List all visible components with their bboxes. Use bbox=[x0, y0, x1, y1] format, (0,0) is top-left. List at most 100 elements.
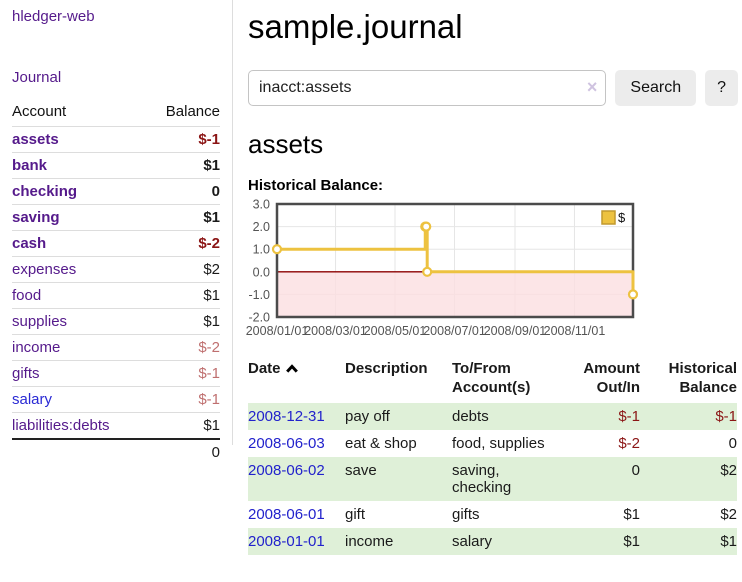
register-accounts: debts bbox=[452, 408, 489, 425]
account-row: cash $-2 bbox=[12, 230, 220, 257]
register-description: save bbox=[345, 462, 377, 479]
account-balance: $-2 bbox=[145, 230, 220, 257]
clear-search-icon[interactable]: × bbox=[586, 77, 598, 97]
account-balance-table: Account Balance assets $-1 bank $1 check… bbox=[12, 101, 220, 465]
register-amount: $1 bbox=[623, 506, 640, 523]
account-row: checking 0 bbox=[12, 178, 220, 205]
register-date-link[interactable]: 2008-01-01 bbox=[248, 533, 325, 550]
search-form: × Search ? bbox=[248, 70, 738, 106]
svg-text:2008/09/01: 2008/09/01 bbox=[484, 324, 547, 338]
account-row: gifts $-1 bbox=[12, 360, 220, 387]
account-balance: $-1 bbox=[145, 386, 220, 413]
register-accounts: food, supplies bbox=[452, 435, 545, 452]
date-sort-header[interactable]: Date bbox=[248, 357, 345, 403]
search-button[interactable]: Search bbox=[615, 70, 697, 106]
account-row: assets $-1 bbox=[12, 126, 220, 153]
balance-column-header: Balance bbox=[165, 103, 220, 120]
account-row: bank $1 bbox=[12, 152, 220, 179]
table-row: 2008-01-01 income salary $1 $1 bbox=[248, 528, 737, 555]
account-balance: $1 bbox=[145, 308, 220, 335]
account-link-checking[interactable]: checking bbox=[12, 183, 78, 200]
account-column-header: Account bbox=[12, 103, 67, 120]
help-button[interactable]: ? bbox=[705, 70, 738, 106]
register-accounts: saving, checking bbox=[452, 462, 512, 496]
svg-text:2008/11/01: 2008/11/01 bbox=[544, 324, 606, 338]
register-description: eat & shop bbox=[345, 435, 417, 452]
register-description: pay off bbox=[345, 408, 390, 425]
svg-text:0.0: 0.0 bbox=[253, 265, 270, 279]
account-link-supplies[interactable]: supplies bbox=[12, 313, 68, 330]
svg-text:-2.0: -2.0 bbox=[248, 311, 270, 325]
register-table: Date Description To/From Account(s) Amoun… bbox=[248, 357, 737, 555]
register-balance: $2 bbox=[720, 462, 737, 479]
register-amount: $-2 bbox=[618, 435, 640, 452]
accounts-header: To/From Account(s) bbox=[452, 360, 531, 396]
account-link-expenses[interactable]: expenses bbox=[12, 261, 77, 278]
register-header-row: Date Description To/From Account(s) Amoun… bbox=[248, 357, 737, 403]
register-balance: $1 bbox=[720, 533, 737, 550]
account-link-assets[interactable]: assets bbox=[12, 131, 59, 148]
register-amount: $-1 bbox=[618, 408, 640, 425]
account-balance: $-1 bbox=[145, 360, 220, 387]
account-link-liabilities-debts[interactable]: liabilities:debts bbox=[12, 417, 110, 434]
register-date-link[interactable]: 2008-06-03 bbox=[248, 435, 325, 452]
register-amount: $1 bbox=[623, 533, 640, 550]
account-link-food[interactable]: food bbox=[12, 287, 42, 304]
register-amount: 0 bbox=[631, 462, 640, 479]
svg-text:2008/01/01: 2008/01/01 bbox=[246, 324, 309, 338]
account-total-row: 0 bbox=[12, 438, 220, 465]
main-content: sample.journal × Search ? assets Histori… bbox=[246, 0, 738, 555]
account-table-header: Account Balance bbox=[12, 101, 220, 127]
account-balance: $-2 bbox=[145, 334, 220, 361]
table-row: 2008-06-03 eat & shop food, supplies $-2… bbox=[248, 430, 737, 457]
amount-header: Amount Out/In bbox=[583, 360, 640, 396]
account-total-balance: 0 bbox=[145, 438, 220, 465]
svg-text:-1.0: -1.0 bbox=[248, 288, 270, 302]
account-link-gifts[interactable]: gifts bbox=[12, 365, 40, 382]
account-row: expenses $2 bbox=[12, 256, 220, 283]
historical-balance-chart: $3.0 2.0 1.0 0.0 -1.0 -2.0 2008/01/01 2008/03/0… bbox=[246, 198, 738, 343]
account-balance: 0 bbox=[145, 178, 220, 205]
account-balance: $1 bbox=[145, 204, 220, 231]
svg-text:3.0: 3.0 bbox=[253, 198, 270, 212]
register-date-link[interactable]: 2008-12-31 bbox=[248, 408, 325, 425]
chart-title: Historical Balance: bbox=[248, 177, 384, 194]
search-input[interactable] bbox=[248, 70, 607, 106]
table-row: 2008-12-31 pay off debts $-1 $-1 bbox=[248, 403, 737, 430]
account-balance: $1 bbox=[145, 412, 220, 439]
account-balance: $-1 bbox=[145, 126, 220, 153]
account-balance: $1 bbox=[145, 282, 220, 309]
account-row: saving $1 bbox=[12, 204, 220, 231]
app-brand-link[interactable]: hledger-web bbox=[12, 8, 95, 25]
balance-header: Historical Balance bbox=[668, 360, 737, 396]
register-date-link[interactable]: 2008-06-02 bbox=[248, 462, 325, 479]
table-row: 2008-06-02 save saving, checking 0 $2 bbox=[248, 457, 737, 501]
register-accounts: salary bbox=[452, 533, 493, 550]
account-link-income[interactable]: income bbox=[12, 339, 61, 356]
account-heading: assets bbox=[248, 129, 324, 159]
svg-text:2008/03/01: 2008/03/01 bbox=[304, 324, 367, 338]
register-balance: $2 bbox=[720, 506, 737, 523]
register-balance: 0 bbox=[728, 435, 737, 452]
account-balance: $2 bbox=[145, 256, 220, 283]
register-date-link[interactable]: 2008-06-01 bbox=[248, 506, 325, 523]
register-balance: $-1 bbox=[715, 408, 737, 425]
account-link-cash[interactable]: cash bbox=[12, 235, 47, 252]
account-link-saving[interactable]: saving bbox=[12, 209, 60, 226]
page-title: sample.journal bbox=[248, 8, 463, 45]
account-link-bank[interactable]: bank bbox=[12, 157, 48, 174]
account-row: income $-2 bbox=[12, 334, 220, 361]
svg-text:2008/07/01: 2008/07/01 bbox=[423, 324, 486, 338]
register-description: gift bbox=[345, 506, 366, 523]
account-row: liabilities:debts $1 bbox=[12, 412, 220, 439]
register-accounts: gifts bbox=[452, 506, 480, 523]
svg-text:1.0: 1.0 bbox=[253, 243, 270, 257]
sidebar: hledger-web Journal Account Balance asse… bbox=[0, 0, 233, 465]
svg-text:2008/05/01: 2008/05/01 bbox=[364, 324, 427, 338]
svg-text:2.0: 2.0 bbox=[253, 220, 270, 234]
sidebar-item-journal[interactable]: Journal bbox=[12, 69, 62, 86]
account-link-salary[interactable]: salary bbox=[12, 391, 53, 408]
register-description: income bbox=[345, 533, 394, 550]
description-header: Description bbox=[345, 360, 428, 377]
account-balance: $1 bbox=[145, 152, 220, 179]
